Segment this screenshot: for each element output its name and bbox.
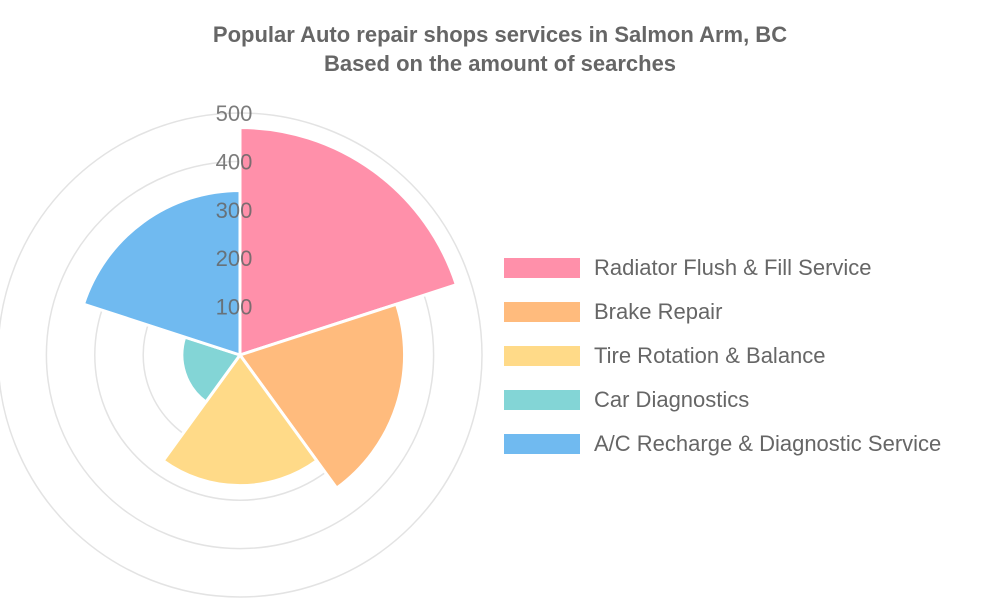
legend-swatch — [504, 302, 580, 322]
legend-item[interactable]: Car Diagnostics — [504, 378, 941, 422]
legend-swatch — [504, 346, 580, 366]
legend-item[interactable]: Radiator Flush & Fill Service — [504, 246, 941, 290]
slice-1[interactable] — [238, 302, 407, 490]
tick-label: 400 — [216, 149, 253, 174]
radial-tick-labels: 100 200 300 400 500 — [216, 101, 253, 320]
slice-2[interactable] — [161, 353, 319, 488]
tick-label: 100 — [216, 295, 253, 320]
chart-title-line1: Popular Auto repair shops services in Sa… — [212, 22, 788, 47]
legend: Radiator Flush & Fill Service Brake Repa… — [504, 246, 941, 466]
slice-0[interactable] — [238, 126, 458, 357]
legend-label: A/C Recharge & Diagnostic Service — [594, 431, 942, 456]
legend-label: Car Diagnostics — [594, 387, 750, 412]
slice-3[interactable] — [180, 335, 242, 404]
tick-label: 500 — [216, 101, 253, 126]
tick-label: 200 — [216, 246, 253, 271]
legend-label: Radiator Flush & Fill Service — [594, 255, 872, 280]
chart-subtitle: Based on the amount of searches — [323, 51, 677, 76]
chart-title: Popular Auto repair shops services in Sa… — [0, 20, 1000, 78]
slices — [81, 126, 458, 490]
legend-swatch — [504, 258, 580, 278]
tick-label: 300 — [216, 198, 253, 223]
legend-swatch — [504, 434, 580, 454]
legend-item[interactable]: A/C Recharge & Diagnostic Service — [504, 422, 941, 466]
legend-item[interactable]: Brake Repair — [504, 290, 941, 334]
legend-label: Tire Rotation & Balance — [594, 343, 826, 368]
legend-label: Brake Repair — [594, 299, 723, 324]
slice-4[interactable] — [81, 188, 242, 357]
grid-ring — [0, 112, 483, 598]
legend-swatch — [504, 390, 580, 410]
legend-item[interactable]: Tire Rotation & Balance — [504, 334, 941, 378]
